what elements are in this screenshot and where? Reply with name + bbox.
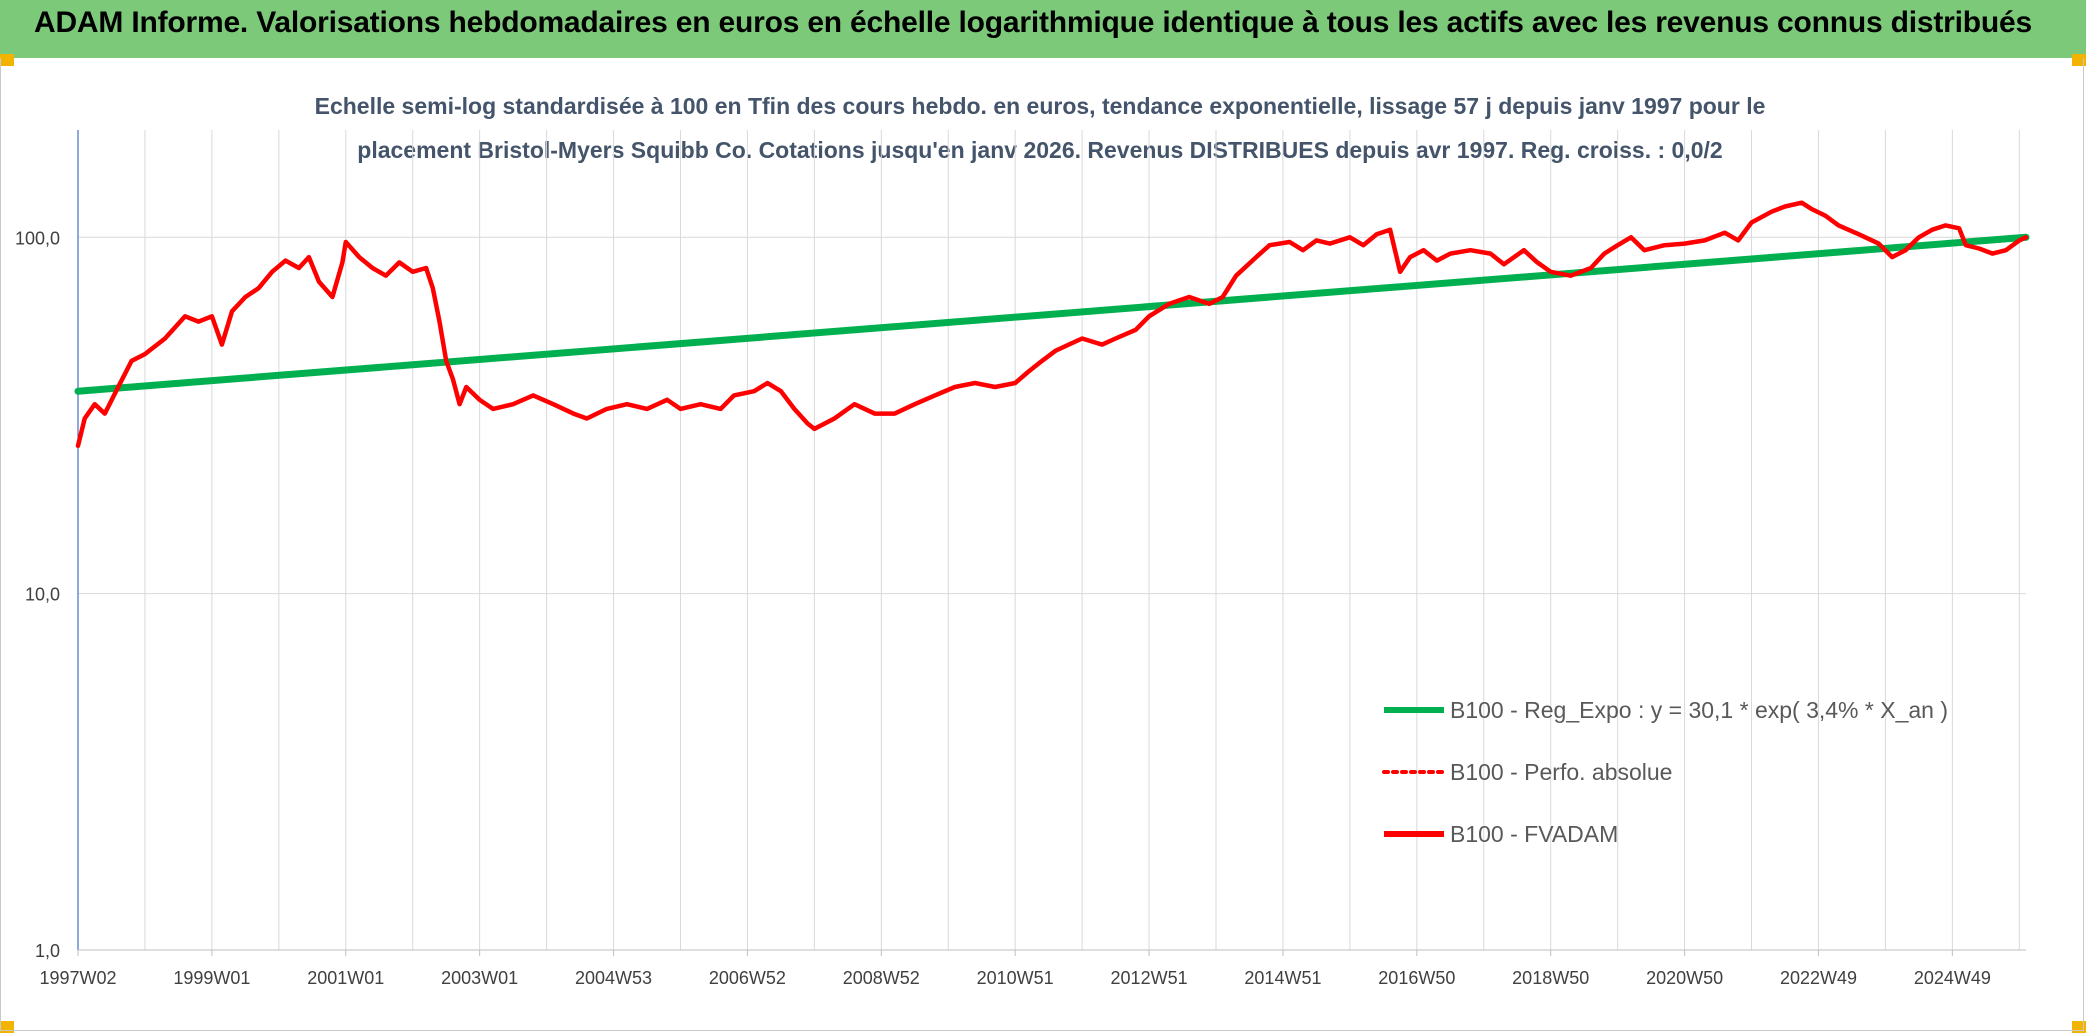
x-tick-label: 2006W52 bbox=[709, 968, 786, 988]
legend-entry-3: B100 - FVADAM bbox=[1450, 821, 1618, 847]
legend-entry-1: B100 - Reg_Expo : y = 30,1 * exp( 3,4% *… bbox=[1450, 697, 1948, 723]
report-title: ADAM Informe. Valorisations hebdomadaire… bbox=[34, 6, 2032, 39]
x-tick-label: 2018W50 bbox=[1512, 968, 1589, 988]
x-tick-label: 2016W50 bbox=[1378, 968, 1455, 988]
x-tick-label: 2020W50 bbox=[1646, 968, 1723, 988]
y-tick-label: 10,0 bbox=[25, 585, 60, 605]
axis-layer: 1,0 10,0 100,0 1997W02 1999W01 2001W01 2003W01… bbox=[15, 130, 2026, 988]
series-line-1 bbox=[74, 233, 2030, 395]
chart-subtitle-line-1: Echelle semi-log standardisée à 100 en T… bbox=[315, 93, 1766, 119]
chart-subtitle-line-2: placement Bristol-Myers Squibb Co. Cotat… bbox=[357, 137, 1722, 163]
grid-layer bbox=[78, 130, 2026, 951]
x-tick-label: 2012W51 bbox=[1111, 968, 1188, 988]
report-header: ADAM Informe. Valorisations hebdomadaire… bbox=[0, 0, 2086, 58]
y-tick-label: 1,0 bbox=[35, 941, 60, 961]
corner-accent-right bbox=[2072, 54, 2086, 66]
x-tick-label: 2024W49 bbox=[1914, 968, 1991, 988]
y-tick-label: 100,0 bbox=[15, 228, 60, 248]
x-tick-label: 1999W01 bbox=[173, 968, 250, 988]
x-tick-label: 2014W51 bbox=[1244, 968, 1321, 988]
x-tick-label: 2010W51 bbox=[977, 968, 1054, 988]
chart-frame bbox=[0, 58, 2084, 1031]
series-line-3 bbox=[75, 200, 2029, 449]
series-layer bbox=[74, 200, 2030, 449]
x-tick-label: 1997W02 bbox=[39, 968, 116, 988]
x-tick-label: 2022W49 bbox=[1780, 968, 1857, 988]
x-tick-label: 2001W01 bbox=[307, 968, 384, 988]
legend: B100 - Reg_Expo : y = 30,1 * exp( 3,4% *… bbox=[1382, 697, 1948, 847]
legend-entry-2: B100 - Perfo. absolue bbox=[1450, 759, 1672, 785]
x-tick-label: 2008W52 bbox=[843, 968, 920, 988]
x-tick-label: 2003W01 bbox=[441, 968, 518, 988]
x-tick-label: 2004W53 bbox=[575, 968, 652, 988]
corner-accent-left bbox=[0, 54, 14, 66]
